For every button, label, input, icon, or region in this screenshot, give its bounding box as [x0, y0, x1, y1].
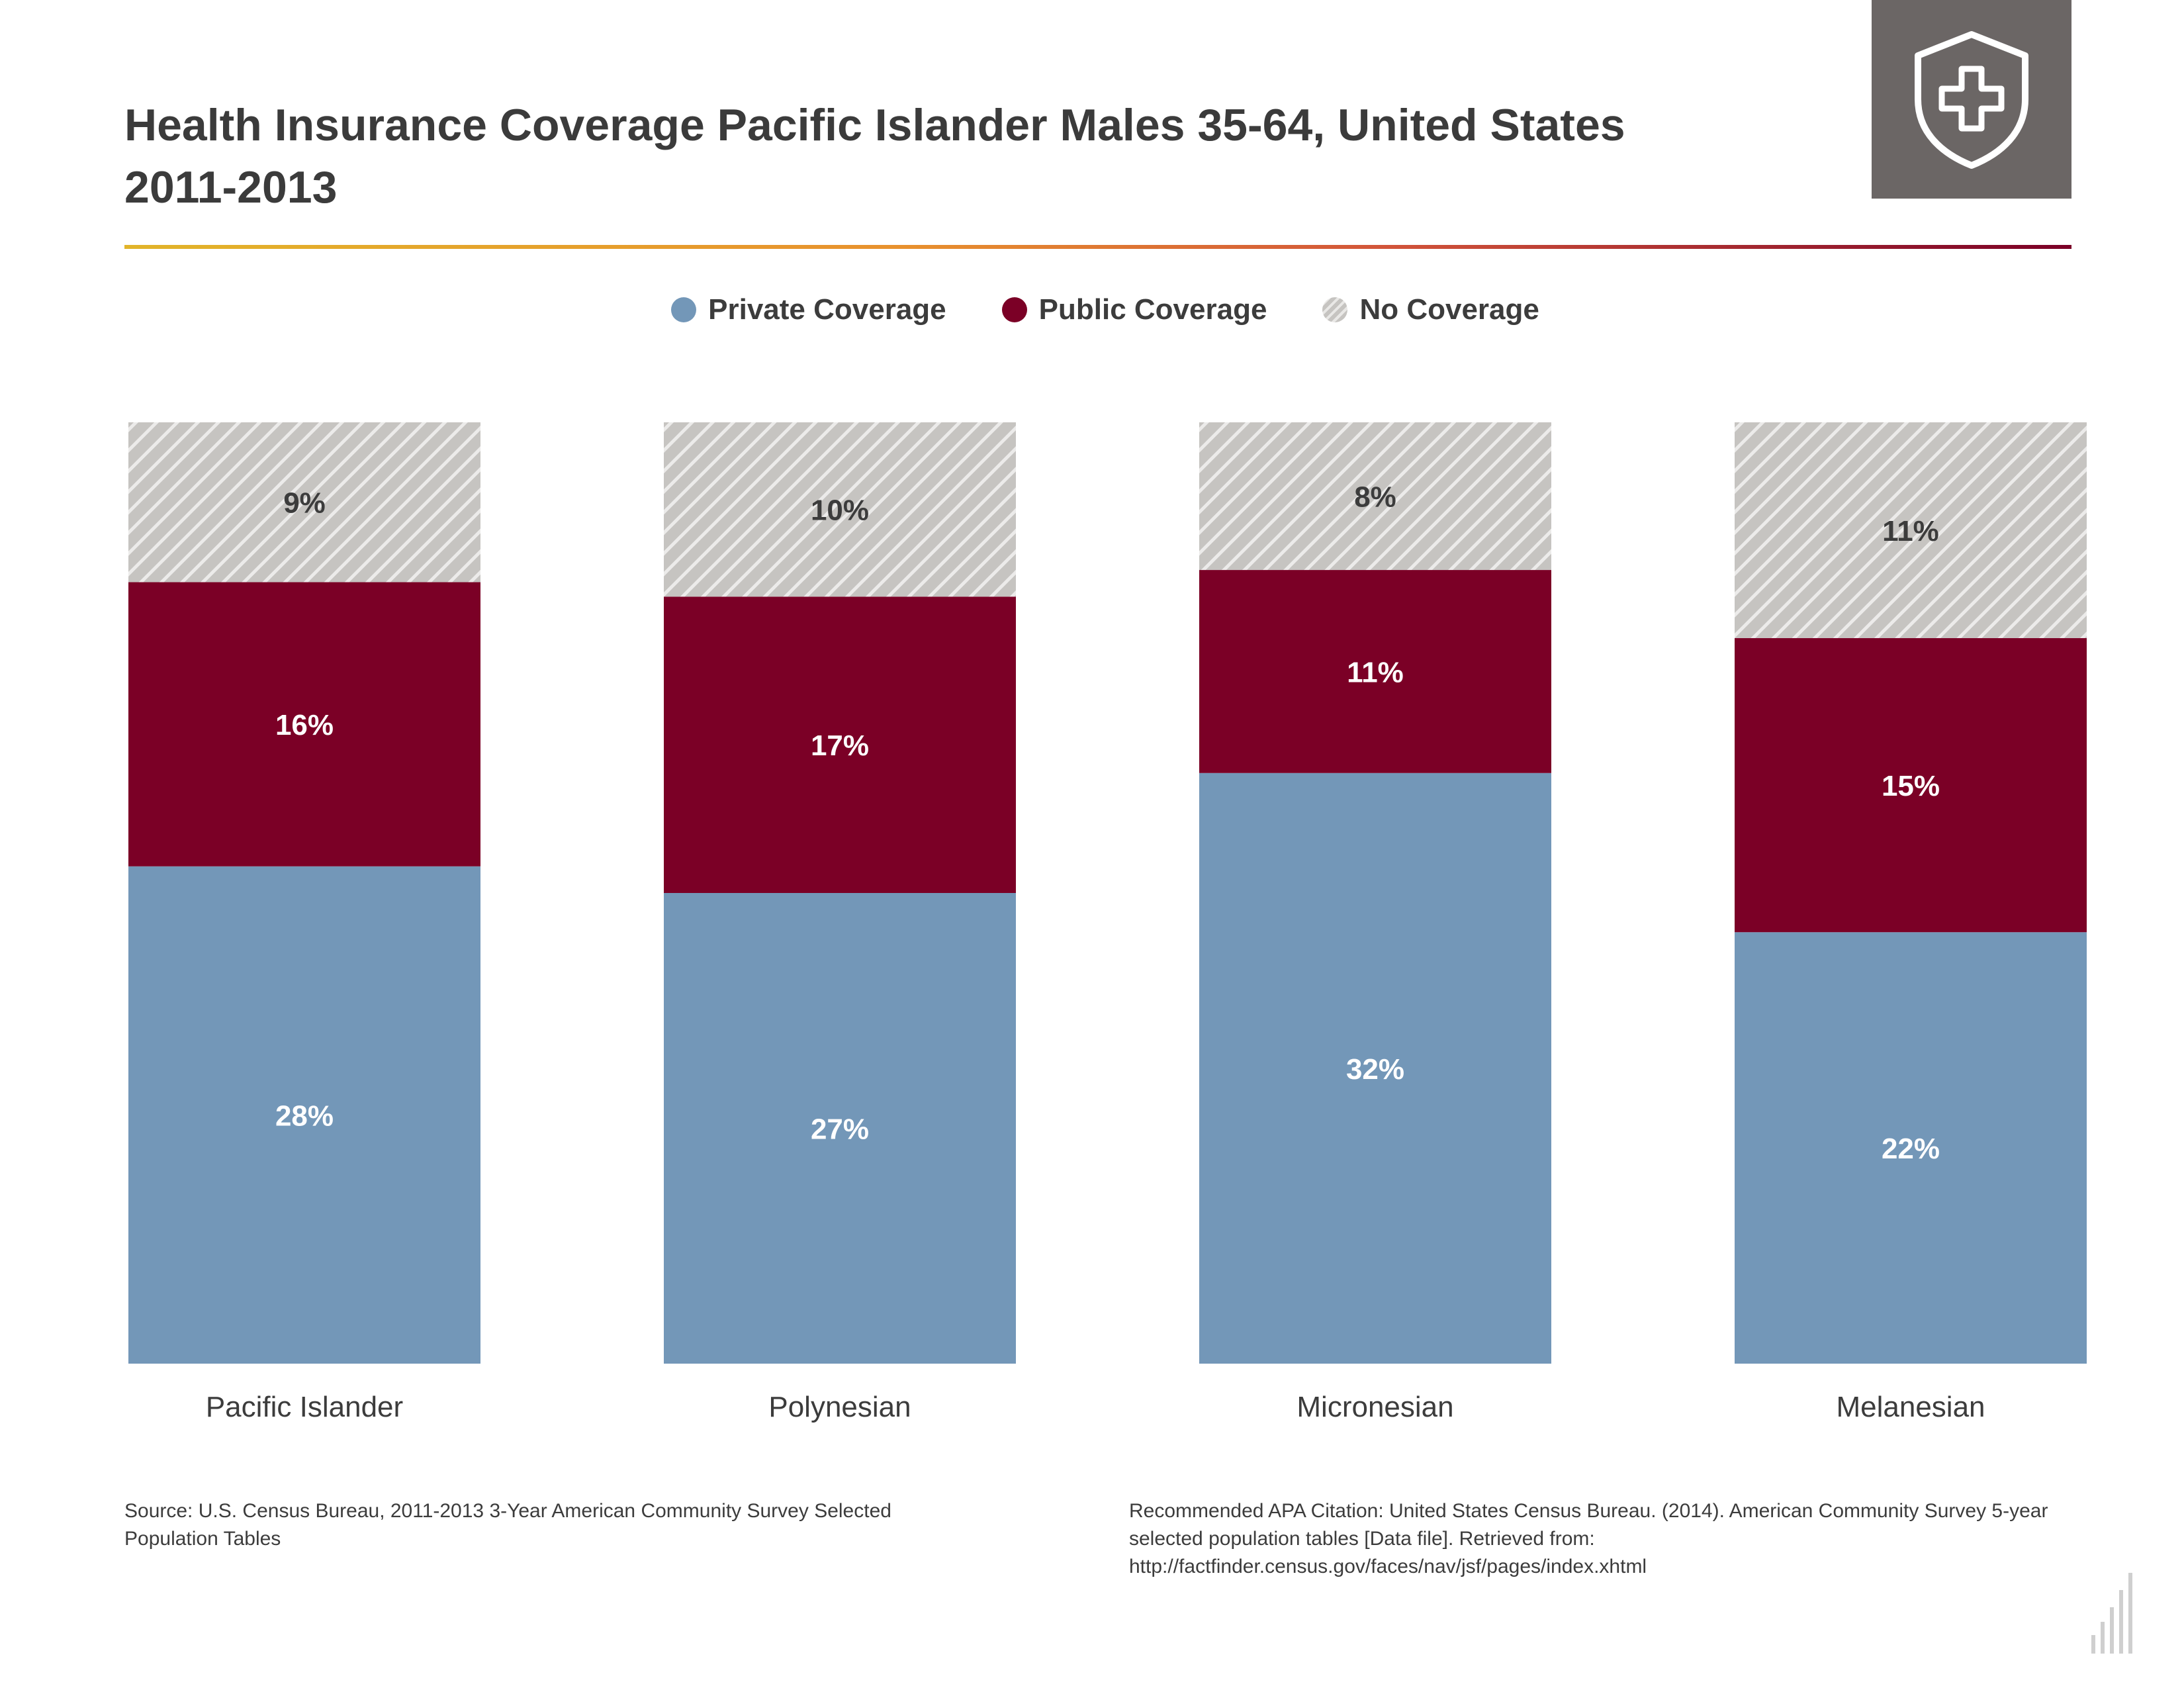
bar-logo-icon	[2091, 1573, 2132, 1654]
data-label-none: 11%	[1882, 515, 1939, 547]
data-label-private: 32%	[1346, 1053, 1404, 1086]
legend-item-private: Private Coverage	[671, 293, 946, 326]
legend-swatch-none	[1322, 297, 1348, 322]
bar-segment-public	[128, 582, 480, 867]
data-label-none: 9%	[283, 487, 326, 520]
bar-segment-public	[664, 596, 1016, 893]
category-label: Micronesian	[1297, 1391, 1453, 1423]
data-label-private: 27%	[811, 1113, 869, 1146]
legend-swatch-public	[1001, 297, 1027, 322]
bar-segment-public	[1735, 637, 2087, 933]
legend-label-public: Public Coverage	[1038, 293, 1267, 326]
data-label-public: 15%	[1882, 770, 1940, 802]
stacked-bar-chart: 28% 16% 9% Pacific Islander 27% 17% 10% Polynes…	[128, 422, 2087, 1423]
legend-label-private: Private Coverage	[708, 293, 946, 326]
legend-swatch-private	[671, 297, 697, 322]
bar-segment-public	[1199, 570, 1551, 773]
category-label: Polynesian	[768, 1391, 911, 1423]
badge	[1872, 0, 2071, 199]
legend-item-none: No Coverage	[1322, 293, 1539, 326]
data-label-private: 28%	[275, 1100, 334, 1132]
legend-item-public: Public Coverage	[1001, 293, 1267, 326]
citation-note: Recommended APA Citation: United States …	[1129, 1500, 2048, 1577]
category-label: Pacific Islander	[206, 1391, 403, 1423]
accent-rule	[124, 245, 2071, 249]
legend-label-none: No Coverage	[1359, 293, 1539, 326]
data-label-public: 16%	[275, 709, 334, 741]
bar-segment-none	[1199, 422, 1551, 571]
bar-segment-private	[664, 893, 1016, 1364]
bar-segment-private	[1199, 773, 1551, 1364]
data-label-none: 8%	[1354, 481, 1396, 514]
source-note: Source: U.S. Census Bureau, 2011-2013 3-…	[124, 1500, 891, 1550]
data-label-none: 10%	[811, 494, 869, 527]
bar-segment-private	[128, 866, 480, 1364]
category-label: Melanesian	[1836, 1391, 1985, 1423]
chart-title: Health Insurance Coverage Pacific Island…	[124, 100, 1625, 212]
shield-plus-icon	[1915, 31, 2028, 169]
bar-segment-private	[1735, 932, 2087, 1364]
data-label-public: 17%	[811, 729, 869, 762]
legend: Private Coverage Public Coverage No Cove…	[0, 290, 2184, 330]
data-label-private: 22%	[1882, 1133, 1940, 1165]
bar-segment-none	[664, 422, 1016, 597]
data-label-public: 11%	[1347, 656, 1404, 688]
bar-segment-none	[128, 422, 480, 583]
bar-segment-none	[1735, 422, 2087, 638]
